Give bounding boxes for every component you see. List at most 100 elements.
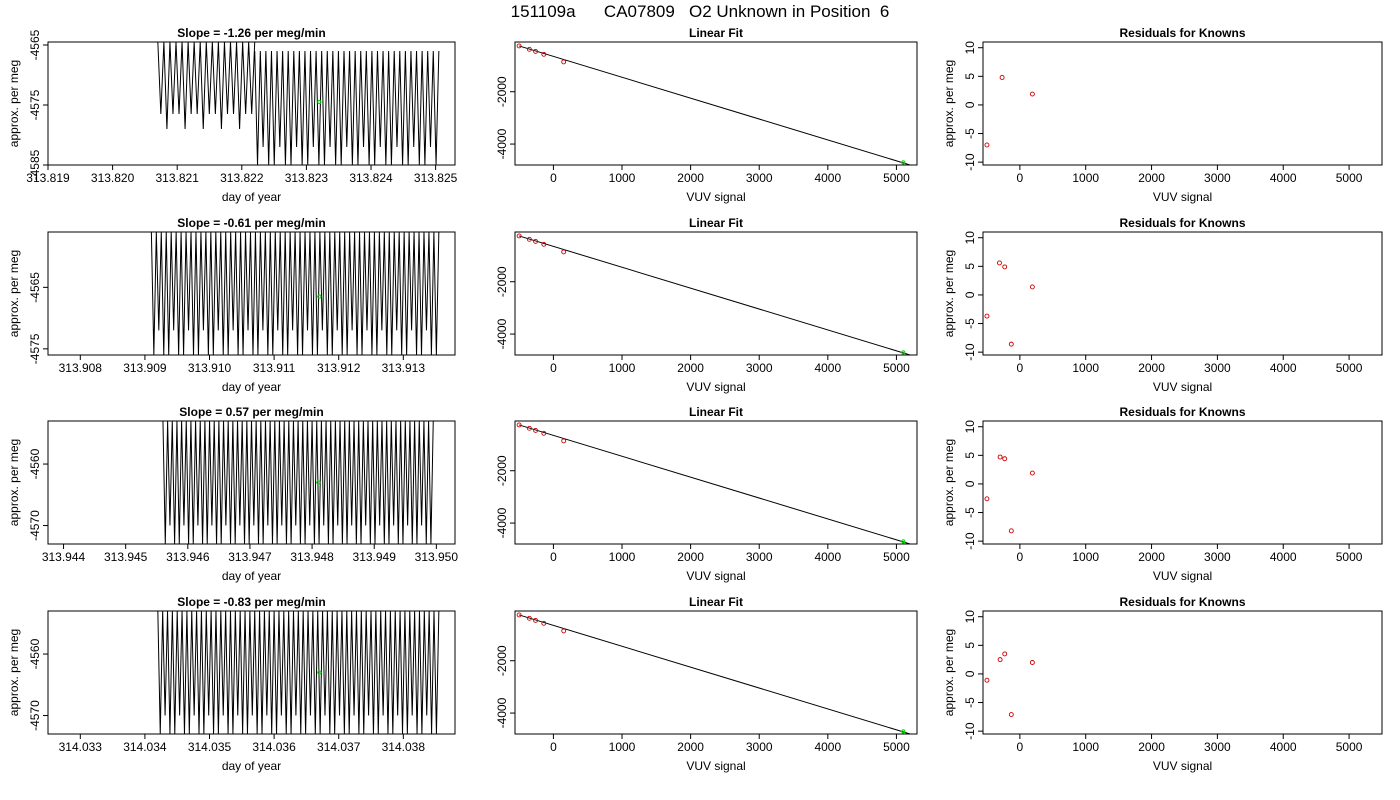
data-point [526,236,532,242]
x-axis-label: VUV signal [1153,569,1212,583]
x-tick-label: 313.822 [220,171,264,185]
x-tick-label: 3000 [746,361,773,375]
y-axis-label: approx. per meg [942,439,956,526]
data-point [1002,651,1008,657]
x-tick-label: 4000 [814,550,841,564]
x-tick-label: 0 [1017,740,1024,754]
data-point [541,430,547,436]
data-point [541,51,547,57]
x-tick-label: 5000 [1336,550,1363,564]
highlight-point [316,480,321,485]
plot-area [157,42,440,165]
x-tick-label: 2000 [677,171,704,185]
y-tick-label: -4000 [495,697,509,728]
data-point [1029,284,1035,290]
x-axis-label: day of year [222,569,281,583]
y-tick-label: -10 [963,343,977,361]
y-tick-label: -4575 [28,89,42,120]
x-tick-label: 3000 [746,740,773,754]
y-tick-label: 0 [963,291,977,298]
panel-1: Slope = -1.26 per meg/min 313.819 313.820 3… [7,26,458,204]
panel-title: Linear Fit [689,595,743,609]
y-tick-label: 0 [963,480,977,487]
y-tick-label: -5 [963,507,977,518]
x-tick-label: 4000 [814,171,841,185]
y-tick-label: -4560 [28,638,42,669]
x-tick-label: 3000 [746,550,773,564]
panel-title: Linear Fit [689,405,743,419]
x-tick-label: 314.033 [59,740,103,754]
x-tick-label: 313.946 [166,550,210,564]
data-point [1008,341,1014,347]
x-tick-label: 3000 [1204,171,1231,185]
plot-area [984,651,1035,717]
x-tick-label: 5000 [1336,171,1363,185]
x-tick-label: 1000 [609,171,636,185]
x-tick-label: 0 [550,550,557,564]
y-tick-label: -2000 [495,455,509,486]
x-tick-label: 1000 [1072,740,1099,754]
y-axis-label: approx. per meg [7,60,21,147]
data-point [516,612,522,618]
y-tick-label: -4575 [28,333,42,364]
plot-frame [47,231,456,356]
x-axis-label: VUV signal [1153,190,1212,204]
data-trace [162,421,434,544]
highlight-point [901,729,906,734]
panel-4: Slope = -0.61 per meg/min 313.908 313.909 3… [7,216,456,394]
y-tick-label: -4570 [28,700,42,731]
data-point [984,496,990,502]
x-tick-label: 1000 [609,740,636,754]
x-tick-label: 1000 [1072,550,1099,564]
data-point [1029,660,1035,665]
data-point [1002,264,1008,270]
data-point [984,142,990,148]
plot-frame [514,231,918,356]
x-tick-label: 313.912 [317,361,361,375]
x-tick-label: 313.910 [188,361,232,375]
plot-area [984,75,1035,148]
panel-title: Linear Fit [689,26,743,40]
data-point [561,59,567,65]
x-tick-label: 314.037 [317,740,361,754]
x-tick-label: 0 [550,740,557,754]
panel-title: Linear Fit [689,216,743,230]
y-tick-label: 10 [963,231,977,245]
x-tick-label: 314.035 [188,740,232,754]
panel-title: Slope = -1.26 per meg/min [177,26,325,40]
panel-11: Linear Fit 0 1000 2000 3000 4000 5000 -4000 -200… [495,595,918,773]
x-tick-label: 313.820 [91,171,135,185]
y-axis-label: approx. per meg [7,439,21,526]
y-tick-label: 10 [963,610,977,624]
plot-area [984,260,1035,347]
figure-title: 151109a CA07809 O2 Unknown in Position 6 [510,2,890,21]
x-tick-label: 0 [550,361,557,375]
x-axis-label: VUV signal [686,380,745,394]
data-point [526,615,532,621]
x-tick-label: 313.908 [59,361,103,375]
x-tick-label: 313.823 [285,171,329,185]
x-tick-label: 314.036 [252,740,296,754]
data-point [997,657,1003,663]
plot-area [516,233,912,355]
x-tick-label: 313.947 [228,550,272,564]
x-tick-label: 5000 [883,740,910,754]
plot-frame [982,231,1383,356]
plot-frame [514,420,918,545]
y-tick-label: -5 [963,697,977,708]
x-tick-label: 0 [1017,361,1024,375]
data-point [1002,456,1008,462]
data-point [541,241,547,247]
x-tick-label: 313.913 [382,361,426,375]
x-tick-label: 2000 [677,361,704,375]
y-tick-label: 10 [963,41,977,55]
data-point [533,427,539,433]
data-point [984,677,990,683]
x-tick-label: 4000 [814,361,841,375]
y-axis-label: approx. per meg [7,629,21,716]
x-tick-label: 5000 [1336,740,1363,754]
x-tick-label: 4000 [1270,361,1297,375]
x-tick-label: 3000 [746,171,773,185]
